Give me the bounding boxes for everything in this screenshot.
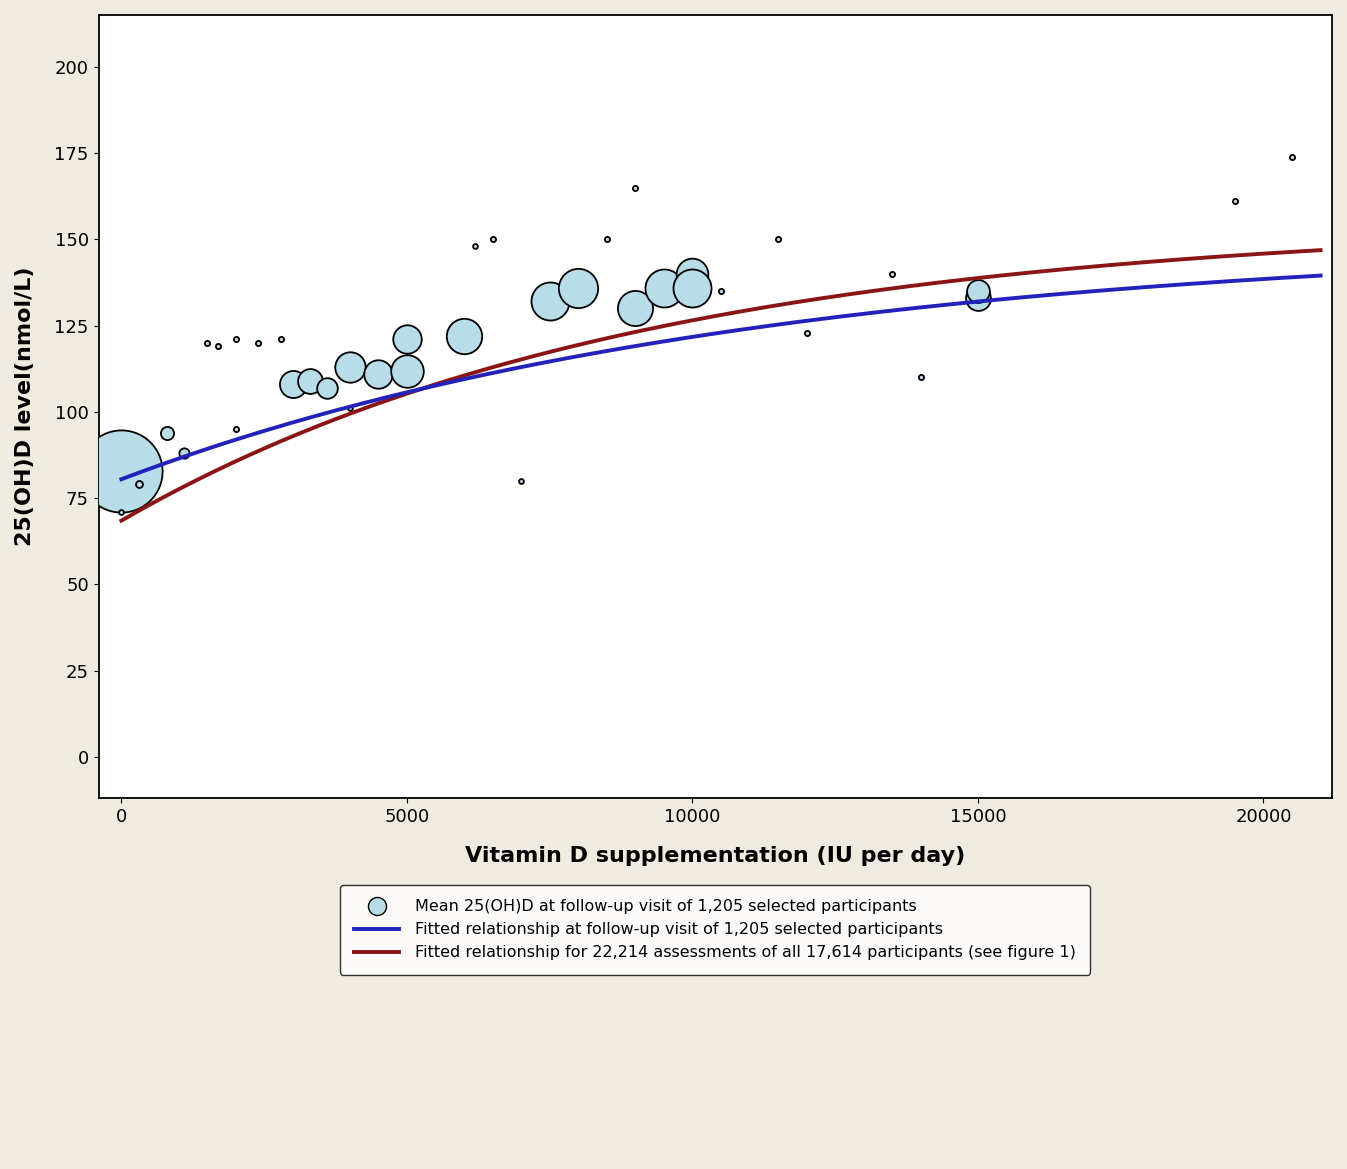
Point (339, 399, 361, 417)
Point (110, 462, 132, 480)
Point (967, 289, 989, 307)
Point (248, 333, 269, 352)
Point (396, 361, 418, 380)
Point (282, 375, 303, 394)
Point (625, 299, 647, 318)
Point (396, 330, 418, 348)
Point (539, 292, 560, 311)
Point (110, 503, 132, 521)
X-axis label: Vitamin D supplementation (IU per day): Vitamin D supplementation (IU per day) (465, 845, 966, 866)
Point (796, 323, 818, 341)
Point (967, 282, 989, 300)
Point (682, 278, 703, 297)
Point (225, 420, 247, 438)
Point (271, 330, 292, 348)
Point (1224, 192, 1246, 210)
Point (567, 278, 589, 297)
Point (881, 264, 902, 283)
Point (299, 372, 321, 390)
Point (197, 333, 218, 352)
Point (453, 326, 474, 345)
Point (368, 365, 389, 383)
Y-axis label: 25(OH)D level(nmol/L): 25(OH)D level(nmol/L) (15, 267, 35, 546)
Point (625, 178, 647, 196)
Point (482, 230, 504, 249)
Point (174, 444, 195, 463)
Point (128, 475, 150, 493)
Point (768, 230, 789, 249)
Point (682, 264, 703, 283)
Point (465, 237, 486, 256)
Point (207, 337, 229, 355)
Point (911, 368, 932, 387)
Point (1281, 147, 1303, 166)
Legend: Mean 25(OH)D at follow-up visit of 1,205 selected participants, Fitted relations: Mean 25(OH)D at follow-up visit of 1,205… (339, 885, 1091, 975)
Point (511, 471, 532, 490)
Point (595, 230, 617, 249)
Point (710, 282, 731, 300)
Point (339, 358, 361, 376)
Point (156, 423, 178, 442)
Point (653, 278, 675, 297)
Point (225, 330, 247, 348)
Point (317, 379, 338, 397)
